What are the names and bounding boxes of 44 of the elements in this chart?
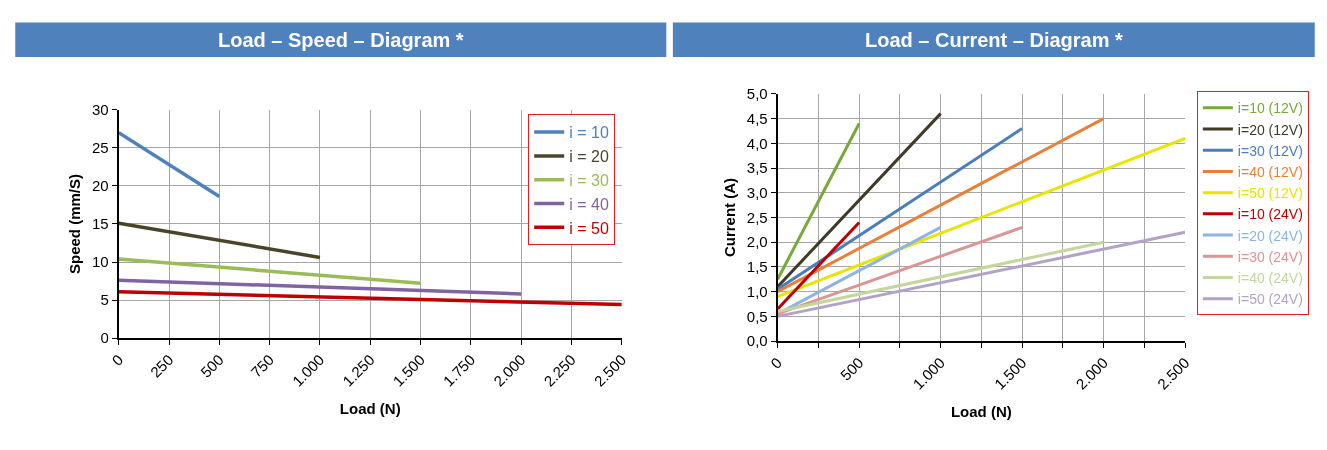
- legend-label: i=30 (12V): [1237, 142, 1303, 159]
- legend-label: i = 20: [569, 148, 609, 166]
- y-tick-label: 4,0: [746, 134, 768, 152]
- x-tick-label: 250: [146, 350, 177, 381]
- y-tick-label: 5: [100, 291, 109, 309]
- y-tick-label: 15: [92, 215, 109, 233]
- x-tick-label: 500: [197, 350, 227, 381]
- x-tick-label: 500: [836, 354, 867, 384]
- y-tick-label: 2,0: [746, 233, 768, 251]
- y-tick-label: 20: [92, 177, 109, 195]
- legend-label: i=40 (24V): [1237, 269, 1303, 286]
- y-tick-label: 4,5: [746, 109, 768, 127]
- y-tick-label: 10: [92, 253, 109, 271]
- y-tick-label: 1,0: [746, 282, 768, 300]
- legend-label: i=30 (24V): [1237, 248, 1303, 265]
- legend-label: i=10 (12V): [1237, 100, 1303, 117]
- legend-label: i=50 (12V): [1237, 185, 1303, 202]
- y-tick-label: 1,5: [746, 258, 768, 276]
- y-tick-label: 0,0: [746, 332, 768, 350]
- y-tick-label: 3,5: [746, 159, 768, 177]
- legend-label: i = 40: [569, 195, 609, 213]
- y-axis-title: Current (A): [720, 177, 738, 258]
- legend-label: i=20 (12V): [1237, 121, 1303, 138]
- chart-title: Load – Current – Diagram *: [865, 29, 1124, 51]
- y-tick-label: 3,0: [746, 184, 768, 202]
- legend-label: i=10 (24V): [1237, 206, 1303, 223]
- chart-title: Load – Speed – Diagram *: [218, 29, 464, 51]
- legend-label: i = 30: [569, 171, 609, 189]
- legend-label: i=50 (24V): [1237, 291, 1303, 308]
- y-tick-label: 25: [92, 139, 109, 157]
- legend-label: i=40 (12V): [1237, 163, 1303, 180]
- y-tick-label: 0: [100, 329, 109, 347]
- legend-label: i=20 (24V): [1237, 227, 1303, 244]
- x-tick-label: 750: [247, 350, 278, 381]
- y-tick-label: 0,5: [746, 307, 768, 325]
- y-axis-title: Speed (mm/S): [65, 173, 83, 274]
- y-tick-label: 30: [92, 101, 109, 119]
- x-axis-title: Load (N): [950, 403, 1012, 421]
- y-tick-label: 5,0: [746, 85, 768, 103]
- y-tick-label: 2,5: [746, 208, 768, 226]
- legend-label: i = 10: [569, 124, 609, 142]
- x-tick-label: 0: [767, 354, 786, 372]
- x-axis-title: Load (N): [339, 400, 401, 418]
- legend-label: i = 50: [569, 219, 609, 237]
